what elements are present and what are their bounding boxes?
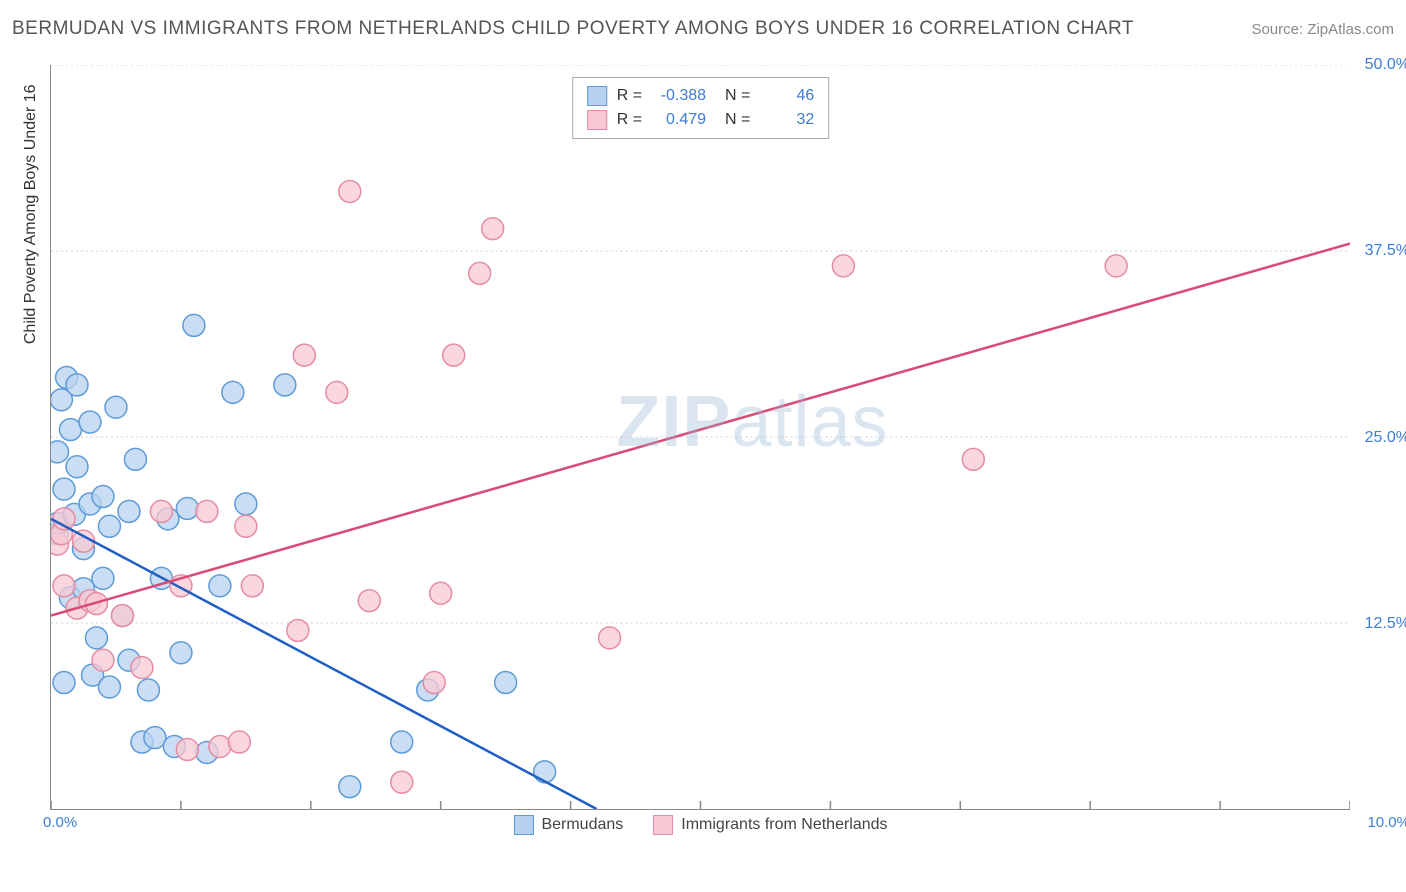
chart-title: BERMUDAN VS IMMIGRANTS FROM NETHERLANDS …: [12, 18, 1134, 40]
y-tick-label: 50.0%: [1365, 56, 1406, 74]
stats-row-1: R = -0.388 N = 46: [587, 84, 815, 108]
chart-area: Child Poverty Among Boys Under 16 ZIPatl…: [50, 55, 1350, 840]
x-tick-min: 0.0%: [43, 814, 77, 831]
legend-swatch-2: [653, 815, 673, 835]
swatch-series-2: [587, 110, 607, 130]
stat-n-label: N =: [716, 84, 750, 108]
stat-r-label: R =: [617, 84, 642, 108]
swatch-series-1: [587, 86, 607, 106]
y-axis-label: Child Poverty Among Boys Under 16: [22, 84, 40, 344]
y-tick-label: 12.5%: [1365, 615, 1406, 633]
y-tick-label: 25.0%: [1365, 429, 1406, 447]
bottom-legend: Bermudans Immigrants from Netherlands: [513, 815, 887, 835]
plot-box: ZIPatlas R = -0.388 N = 46 R = 0.479 N =…: [50, 65, 1350, 810]
chart-source: Source: ZipAtlas.com: [1251, 21, 1394, 38]
legend-item-1: Bermudans: [513, 815, 623, 835]
chart-header: BERMUDAN VS IMMIGRANTS FROM NETHERLANDS …: [12, 18, 1394, 40]
stat-r-label: R =: [617, 108, 642, 132]
legend-label-1: Bermudans: [541, 816, 623, 834]
y-tick-label: 37.5%: [1365, 242, 1406, 260]
legend-item-2: Immigrants from Netherlands: [653, 815, 887, 835]
stat-r-value-1: -0.388: [652, 84, 706, 108]
stat-n-label: N =: [716, 108, 750, 132]
stat-r-value-2: 0.479: [652, 108, 706, 132]
stats-legend: R = -0.388 N = 46 R = 0.479 N = 32: [572, 77, 830, 139]
stats-row-2: R = 0.479 N = 32: [587, 108, 815, 132]
legend-swatch-1: [513, 815, 533, 835]
legend-label-2: Immigrants from Netherlands: [681, 816, 887, 834]
stat-n-value-1: 46: [760, 84, 814, 108]
x-tick-max: 10.0%: [1367, 814, 1406, 831]
stat-n-value-2: 32: [760, 108, 814, 132]
plot-svg: [51, 65, 1350, 809]
